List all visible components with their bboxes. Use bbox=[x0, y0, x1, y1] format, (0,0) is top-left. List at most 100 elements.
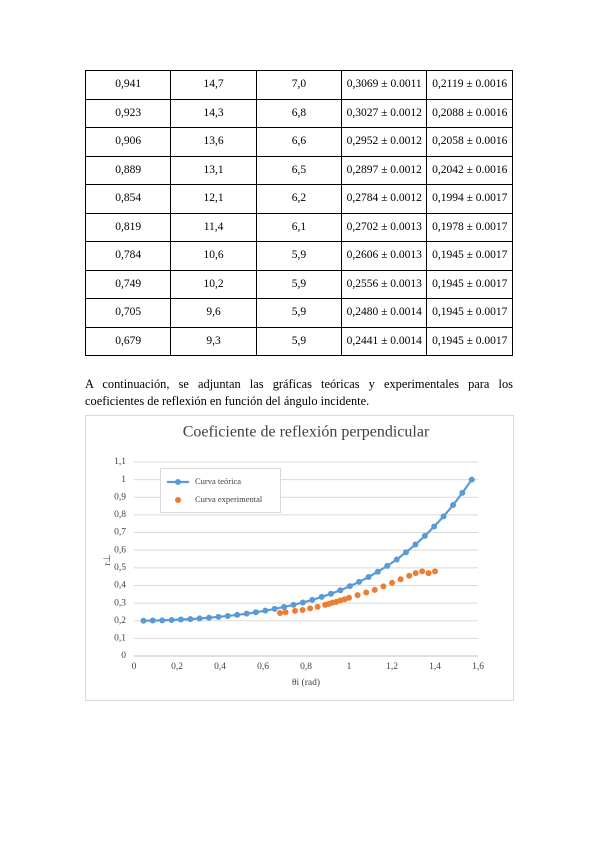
table-cell: 0,2952 ± 0.0012 bbox=[341, 127, 428, 157]
data-point bbox=[140, 617, 147, 624]
data-point bbox=[290, 601, 297, 608]
y-axis-label: r⊥ bbox=[103, 554, 113, 565]
data-point bbox=[380, 583, 387, 590]
x-tick-label: 0,4 bbox=[214, 662, 226, 672]
data-point bbox=[281, 603, 288, 610]
legend-label: Curva teórica bbox=[195, 476, 241, 486]
data-point bbox=[384, 562, 391, 569]
table-cell: 0,1945 ± 0.0017 bbox=[426, 326, 513, 356]
legend-label: Curva experimental bbox=[195, 494, 263, 504]
y-tick-label: 1 bbox=[121, 475, 126, 485]
data-point bbox=[365, 573, 372, 580]
legend-box bbox=[160, 468, 281, 513]
table-cell: 0,1994 ± 0.0017 bbox=[426, 184, 513, 214]
data-point bbox=[215, 613, 222, 620]
table-cell: 5,9 bbox=[255, 298, 343, 328]
data-point bbox=[371, 586, 378, 593]
data-point bbox=[243, 610, 250, 617]
x-tick-label: 1 bbox=[347, 662, 352, 672]
table-cell: 0,784 bbox=[84, 241, 172, 271]
table-cell: 0,906 bbox=[84, 127, 172, 157]
data-point bbox=[168, 617, 175, 624]
data-point bbox=[299, 599, 306, 606]
data-point bbox=[402, 549, 409, 556]
legend-marker bbox=[175, 497, 181, 503]
data-point bbox=[234, 611, 241, 618]
table-cell: 0,3069 ± 0.0011 bbox=[341, 70, 428, 100]
data-point bbox=[363, 589, 370, 596]
data-point bbox=[271, 605, 278, 612]
table-row: 0,941 14,7 7,0 0,3069 ± 0.0011 0,2119 ± 0.00… bbox=[84, 70, 513, 100]
data-point bbox=[421, 532, 428, 539]
table-cell: 0,2556 ± 0.0013 bbox=[341, 269, 428, 299]
x-tick-label: 1,2 bbox=[386, 662, 398, 672]
x-tick-label: 0 bbox=[132, 662, 137, 672]
data-point bbox=[262, 607, 269, 614]
x-tick-label: 1,4 bbox=[429, 662, 441, 672]
table-cell: 14,3 bbox=[170, 98, 257, 128]
y-tick-label: 0,1 bbox=[114, 634, 126, 644]
table-cell: 9,3 bbox=[170, 326, 257, 356]
data-point bbox=[177, 616, 184, 623]
table-cell: 0,2441 ± 0.0014 bbox=[341, 326, 428, 356]
y-tick-label: 0,4 bbox=[114, 581, 126, 591]
table-cell: 13,1 bbox=[170, 155, 257, 185]
table-cell: 0,923 bbox=[84, 98, 172, 128]
data-point bbox=[419, 568, 426, 575]
table-cell: 0,941 bbox=[84, 70, 172, 100]
data-table: 0,941 14,7 7,0 0,3069 ± 0.0011 0,2119 ± 0.00… bbox=[84, 70, 513, 356]
table-cell: 5,9 bbox=[255, 326, 343, 356]
data-point bbox=[431, 523, 438, 530]
data-point bbox=[276, 609, 283, 616]
table-cell: 13,6 bbox=[170, 127, 257, 157]
data-point bbox=[318, 593, 325, 600]
data-point bbox=[196, 615, 203, 622]
table-cell: 0,819 bbox=[84, 212, 172, 242]
y-tick-label: 0,5 bbox=[114, 563, 126, 573]
data-point bbox=[468, 476, 475, 483]
table-row: 0,889 13,1 6,5 0,2897 ± 0.0012 0,2042 ± 0.00… bbox=[84, 155, 513, 185]
table-cell: 11,4 bbox=[170, 212, 257, 242]
x-axis-label: θi (rad) bbox=[292, 677, 320, 688]
data-point bbox=[346, 583, 353, 590]
table-cell: 0,1978 ± 0.0017 bbox=[426, 212, 513, 242]
table-row: 0,923 14,3 6,8 0,3027 ± 0.0012 0,2088 ± 0.00… bbox=[84, 98, 513, 128]
legend-marker bbox=[175, 479, 181, 485]
table-cell: 0,3027 ± 0.0012 bbox=[341, 98, 428, 128]
table-row: 0,679 9,3 5,9 0,2441 ± 0.0014 0,1945 ± 0.001… bbox=[84, 326, 513, 356]
data-point bbox=[159, 617, 166, 624]
data-point bbox=[450, 502, 457, 509]
data-point bbox=[406, 572, 413, 579]
data-point bbox=[309, 596, 316, 603]
data-point bbox=[459, 489, 466, 496]
x-tick-label: 0,2 bbox=[171, 662, 183, 672]
table-cell: 0,749 bbox=[84, 269, 172, 299]
table-cell: 6,1 bbox=[255, 212, 343, 242]
data-point bbox=[374, 568, 381, 575]
data-point bbox=[393, 556, 400, 563]
table-cell: 5,9 bbox=[255, 241, 343, 271]
data-point bbox=[187, 616, 194, 623]
table-cell: 0,854 bbox=[84, 184, 172, 214]
chart-frame bbox=[85, 415, 514, 701]
data-point bbox=[412, 570, 419, 577]
y-tick-label: 0,6 bbox=[114, 545, 126, 555]
paragraph: A continuación, se adjuntan las gráficas… bbox=[85, 377, 513, 408]
table-cell: 0,1945 ± 0.0017 bbox=[426, 269, 513, 299]
data-point bbox=[307, 605, 314, 612]
data-point bbox=[282, 609, 289, 616]
table-row: 0,705 9,6 5,9 0,2480 ± 0.0014 0,1945 ± 0.001… bbox=[84, 298, 513, 328]
data-point bbox=[149, 617, 156, 624]
data-point bbox=[389, 579, 395, 586]
data-point bbox=[432, 568, 438, 575]
table-cell: 6,8 bbox=[255, 98, 343, 128]
table-row: 0,819 11,4 6,1 0,2702 ± 0.0013 0,1978 ± 0.00… bbox=[84, 212, 513, 242]
table-cell: 0,679 bbox=[84, 326, 172, 356]
data-point bbox=[354, 592, 361, 599]
x-tick-label: 0,6 bbox=[257, 662, 269, 672]
data-point bbox=[397, 576, 404, 583]
data-point bbox=[346, 594, 352, 601]
data-point bbox=[425, 570, 432, 577]
table-cell: 0,2058 ± 0.0016 bbox=[426, 127, 513, 157]
